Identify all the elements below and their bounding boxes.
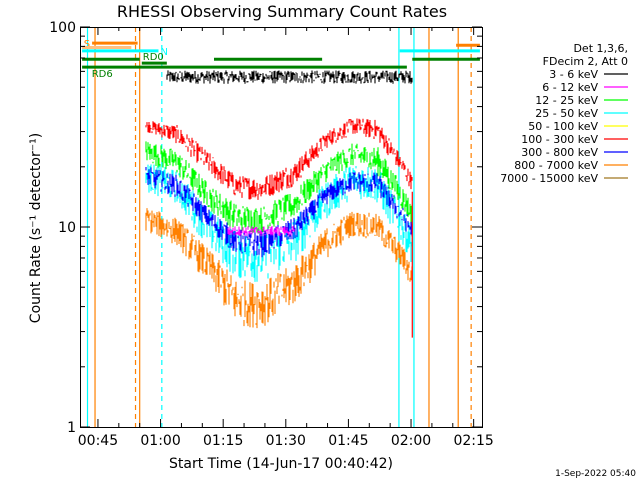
y-tick-label: 100 <box>49 20 76 36</box>
legend-entry-label: 300 - 800 keV <box>521 146 598 159</box>
x-axis-label: Start Time (14-Jun-17 00:40:42) <box>169 456 393 472</box>
x-tick-label: 02:15 <box>453 433 493 449</box>
status-bar-label: RD0 <box>143 52 164 63</box>
legend-entry-label: 3 - 6 keV <box>549 68 598 81</box>
legend-header: FDecim 2, Att 0 <box>543 55 628 68</box>
x-tick-label: 01:15 <box>203 433 243 449</box>
y-tick-label: 10 <box>58 220 76 236</box>
axes: 00:45 01:00 01:15 01:30 01:45 02:00 02:15 1 10 10… <box>49 20 494 449</box>
x-tick-label: 00:45 <box>78 433 118 449</box>
series-300-800keV <box>145 167 413 258</box>
chart-title: RHESSI Observing Summary Count Rates <box>117 2 447 21</box>
x-tick-label: 01:00 <box>140 433 180 449</box>
x-tick-label: 02:00 <box>391 433 431 449</box>
legend-entry-label: 25 - 50 keV <box>535 107 598 120</box>
status-bar-label: S <box>84 39 90 50</box>
data-series <box>145 70 413 338</box>
status-bar-label: N <box>160 47 167 58</box>
series-12-25keV <box>145 141 413 234</box>
legend-entry-label: 100 - 300 keV <box>521 133 598 146</box>
status-bar-label: RD6 <box>92 69 113 80</box>
series-100-300keV <box>145 118 413 200</box>
legend-entry-label: 12 - 25 keV <box>535 94 598 107</box>
x-tick-label: 01:30 <box>266 433 306 449</box>
series-800-7000keV <box>145 208 413 329</box>
x-tick-label: 01:45 <box>328 433 368 449</box>
legend-entry-label: 6 - 12 keV <box>542 81 598 94</box>
y-tick-label: 1 <box>67 420 76 436</box>
legend-header: Det 1,3,6, <box>573 42 628 55</box>
timestamp: 1-Sep-2022 05:40 <box>555 469 636 479</box>
y-axis-label: Count Rate (s⁻¹ detector⁻¹) <box>28 133 44 323</box>
series-3-6keV <box>166 70 413 84</box>
legend-entry-label: 800 - 7000 keV <box>514 159 598 172</box>
legend-entry-label: 7000 - 15000 keV <box>500 172 598 185</box>
series-6-12keV <box>227 226 295 237</box>
legend-entry-label: 50 - 100 keV <box>528 120 598 133</box>
